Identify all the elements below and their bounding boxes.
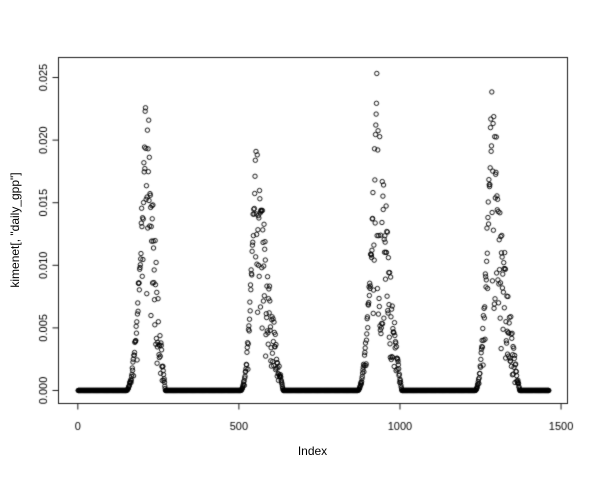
r-plot-figure: Index kimenet[, "daily_gpp"] (0, 0, 600, 480)
scatter-plot-canvas (0, 0, 600, 480)
